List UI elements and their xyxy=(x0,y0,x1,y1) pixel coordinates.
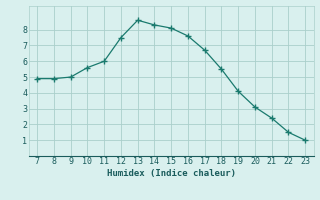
X-axis label: Humidex (Indice chaleur): Humidex (Indice chaleur) xyxy=(107,169,236,178)
